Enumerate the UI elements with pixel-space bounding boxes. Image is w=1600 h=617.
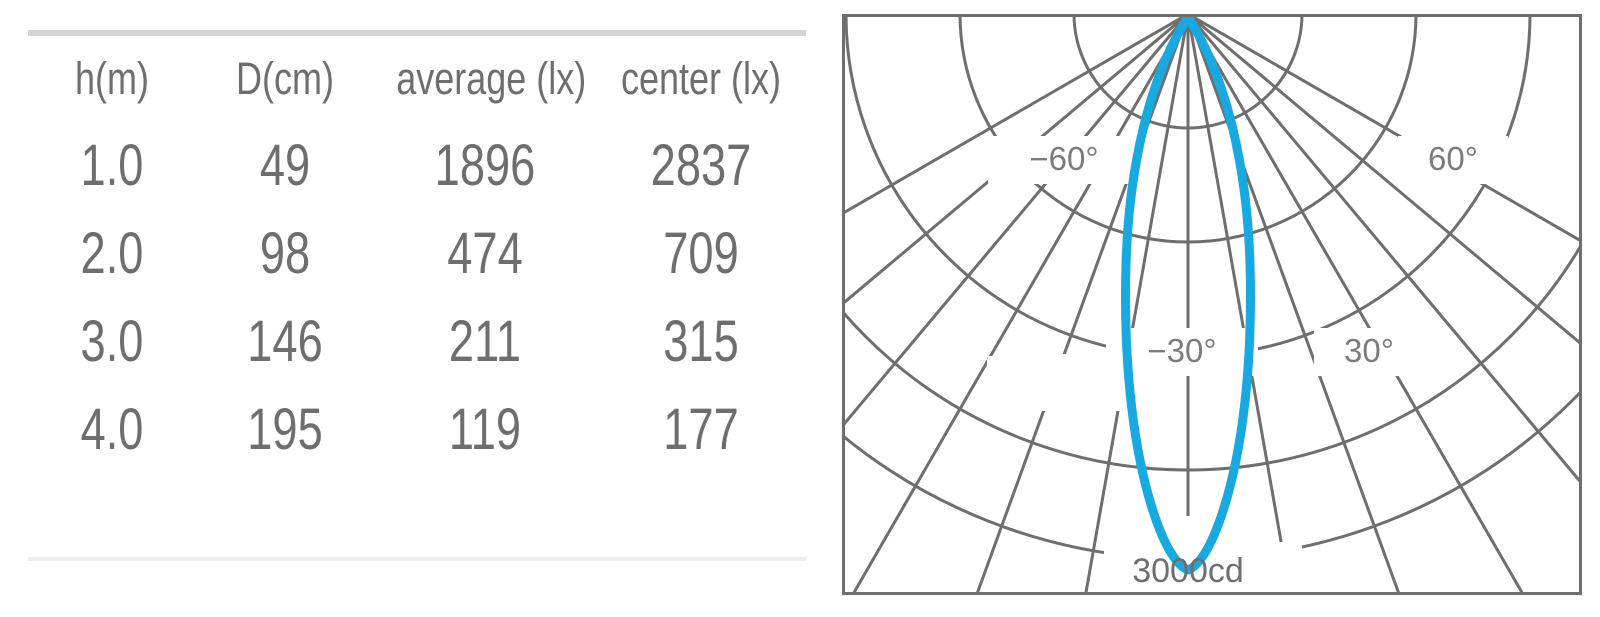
column-header-diameter: D(cm)	[236, 53, 334, 104]
cell-height: 2.0	[80, 221, 144, 286]
cell-diameter: 98	[259, 221, 311, 286]
cell-diameter: 49	[259, 133, 311, 198]
cell-average: 119	[448, 397, 522, 462]
column-header-center: center (lx)	[620, 53, 782, 104]
cell-center: 315	[663, 309, 739, 374]
cell-height: 3.0	[80, 309, 144, 374]
cell-average: 211	[448, 309, 522, 374]
cell-diameter: 195	[247, 397, 323, 462]
illuminance-table-panel: h(m) D(cm) average (lx) center (lx) 1.0 …	[28, 30, 806, 562]
table-row: 4.0 195 119 177	[28, 387, 806, 475]
angle-label-pos60: 60°	[1428, 140, 1478, 177]
table-row: 3.0 146 211 315	[28, 299, 806, 387]
column-header-average: average (lx)	[396, 53, 587, 104]
table-row: 2.0 98 474 709	[28, 211, 806, 299]
cell-diameter: 146	[247, 309, 323, 374]
cell-center: 2837	[650, 133, 752, 198]
cell-center: 709	[663, 221, 739, 286]
cell-average: 1896	[434, 133, 536, 198]
column-header-height: h(m)	[75, 53, 149, 104]
angle-label-neg60: −60°	[1029, 140, 1098, 177]
polar-chart-svg: −60° −30° 60° 30° 3000cd	[842, 14, 1582, 595]
angle-label-pos30: 30°	[1344, 332, 1394, 369]
chart-frame	[842, 14, 1582, 595]
illuminance-table: h(m) D(cm) average (lx) center (lx) 1.0 …	[28, 44, 806, 475]
angle-label-neg30: −30°	[1147, 332, 1216, 369]
polar-distribution-diagram: −60° −30° 60° 30° 3000cd	[842, 14, 1582, 595]
table-top-rule	[28, 30, 806, 36]
table-header-row: h(m) D(cm) average (lx) center (lx)	[28, 44, 806, 123]
table-row: 1.0 49 1896 2837	[28, 123, 806, 211]
scale-label-3000cd: 3000cd	[1132, 552, 1244, 590]
cell-center: 177	[663, 397, 739, 462]
table-bottom-rule	[28, 557, 806, 561]
cell-height: 4.0	[80, 397, 144, 462]
intensity-curve	[1121, 14, 1255, 575]
chart-background	[842, 14, 1582, 595]
cell-average: 474	[447, 221, 523, 286]
cell-height: 1.0	[80, 133, 144, 198]
